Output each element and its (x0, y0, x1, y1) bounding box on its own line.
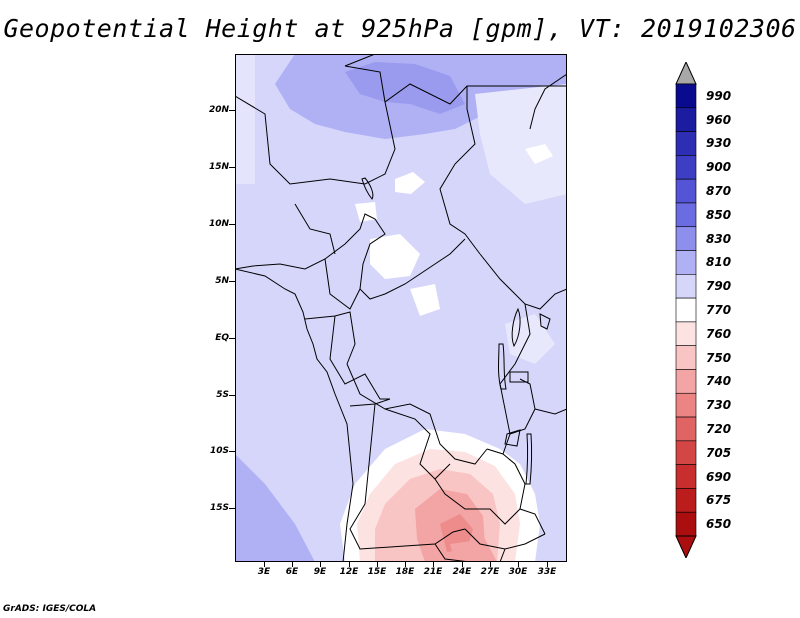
lon-tick (320, 562, 321, 567)
colorbar-swatch (675, 178, 697, 204)
colorbar-label: 870 (706, 184, 732, 199)
lat-tick (229, 281, 235, 282)
lat-label-10s: 10S (209, 446, 229, 456)
lon-label-27e: 27E (480, 567, 500, 577)
lon-tick (292, 562, 293, 567)
colorbar-swatch (675, 464, 697, 489)
lon-label-6e: 6E (285, 567, 299, 577)
white-patch-car (370, 234, 420, 279)
colorbar-swatch (675, 440, 697, 465)
lat-label-5s: 5S (216, 390, 229, 400)
colorbar-label: 790 (706, 279, 732, 294)
lon-label-18e: 18E (395, 567, 415, 577)
lon-tick (490, 562, 491, 567)
lon-label-33e: 33E (537, 567, 557, 577)
lon-tick (349, 562, 350, 567)
lat-tick (229, 110, 235, 111)
lon-tick (518, 562, 519, 567)
colorbar-swatch (675, 297, 697, 323)
lon-tick (433, 562, 434, 567)
white-patch-ethiopia (525, 144, 553, 164)
colorbar-label: 930 (706, 136, 732, 151)
colorbar-swatch (675, 226, 697, 251)
lat-label-5n: 5N (215, 276, 229, 286)
colorbar-swatch (675, 250, 697, 275)
colorbar-label: 705 (706, 445, 732, 460)
lat-tick (229, 224, 235, 225)
colorbar-swatch (675, 392, 697, 418)
lat-tick (229, 395, 235, 396)
colorbar-swatch (675, 345, 697, 370)
colorbar (675, 62, 697, 558)
map-panel[interactable] (235, 54, 567, 562)
colorbar-swatch (675, 416, 697, 442)
colorbar-label: 740 (706, 374, 732, 389)
colorbar-swatch (675, 155, 697, 180)
footer-credit: GrADS: IGES/COLA (3, 604, 97, 614)
colorbar-label: 720 (706, 421, 732, 436)
white-patch-chad (395, 172, 425, 194)
lon-label-9e: 9E (313, 567, 327, 577)
lon-label-3e: 3E (257, 567, 271, 577)
lat-label-10n: 10N (208, 219, 229, 229)
colorbar-label: 900 (706, 160, 732, 175)
colorbar-swatch (675, 488, 697, 513)
chart-title: Geopotential Height at 925hPa [gpm], VT:… (3, 14, 797, 43)
colorbar-label: 850 (706, 207, 732, 222)
light-region-sudan (475, 84, 567, 204)
lon-tick (462, 562, 463, 567)
colorbar-over-arrow (675, 62, 697, 85)
colorbar-swatch (675, 274, 697, 299)
lon-label-12e: 12E (339, 567, 359, 577)
lon-label-21e: 21E (423, 567, 443, 577)
colorbar-label: 960 (706, 112, 732, 127)
lon-tick (547, 562, 548, 567)
colorbar-label: 760 (706, 326, 732, 341)
country-boundaries (235, 54, 567, 562)
high-region-atlantic-sw (235, 454, 315, 562)
lat-tick (229, 167, 235, 168)
lat-label-15n: 15N (208, 162, 229, 172)
colorbar-under-arrow (675, 535, 697, 558)
colorbar-swatch (675, 131, 697, 156)
lon-label-30e: 30E (508, 567, 528, 577)
lakes (361, 177, 551, 485)
colorbar-swatch (675, 511, 697, 537)
lat-tick (229, 508, 235, 509)
white-patch-drc (410, 284, 440, 316)
colorbar-label: 830 (706, 231, 732, 246)
lon-tick (405, 562, 406, 567)
lat-tick (229, 451, 235, 452)
colorbar-label: 650 (706, 517, 732, 532)
colorbar-swatch (675, 107, 697, 132)
colorbar-swatch (675, 321, 697, 346)
colorbar-label: 810 (706, 255, 732, 270)
colorbar-label: 770 (706, 303, 732, 317)
colorbar-label: 690 (706, 469, 732, 484)
lon-tick (377, 562, 378, 567)
lat-label-eq: EQ (215, 333, 229, 343)
colorbar-label: 990 (706, 88, 732, 103)
lon-label-15e: 15E (367, 567, 387, 577)
colorbar-swatch (675, 83, 697, 109)
lat-label-15s: 15S (209, 503, 229, 513)
lat-tick (229, 338, 235, 339)
lat-label-20n: 20N (208, 105, 229, 115)
colorbar-label: 750 (706, 350, 732, 365)
lon-tick (264, 562, 265, 567)
high-region-atlantic-nw (235, 54, 255, 184)
colorbar-label: 730 (706, 398, 732, 413)
colorbar-swatch (675, 202, 697, 228)
colorbar-swatch (675, 369, 697, 394)
coastlines (235, 73, 567, 562)
colorbar-label: 675 (706, 493, 732, 508)
lon-label-24e: 24E (452, 567, 472, 577)
